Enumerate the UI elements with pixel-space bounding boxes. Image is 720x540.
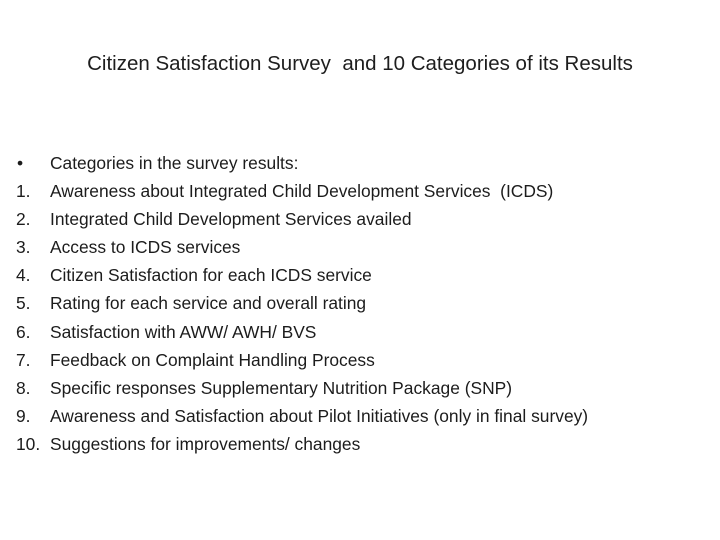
item-number: 3. (16, 237, 31, 258)
list-item: 3. Access to ICDS services (16, 233, 711, 261)
item-text: Specific responses Supplementary Nutriti… (50, 377, 513, 398)
list-item: 9. Awareness and Satisfaction about Pilo… (16, 402, 711, 430)
category-list: • Categories in the survey results: 1. A… (16, 149, 711, 458)
item-text: Satisfaction with AWW/ AWH/ BVS (50, 321, 317, 342)
item-text: Feedback on Complaint Handling Process (50, 349, 375, 370)
item-number: 6. (16, 321, 31, 342)
item-text: Rating for each service and overall rati… (50, 293, 367, 314)
item-text: Integrated Child Development Services av… (50, 209, 412, 230)
list-item: 10. Suggestions for improvements/ change… (16, 430, 711, 458)
intro-bullet: • Categories in the survey results: (16, 149, 711, 177)
item-number: 2. (16, 209, 31, 230)
list-item: 1. Awareness about Integrated Child Deve… (16, 177, 711, 205)
item-text: Awareness and Satisfaction about Pilot I… (50, 405, 589, 426)
list-item: 5. Rating for each service and overall r… (16, 289, 711, 317)
list-item: 2. Integrated Child Development Services… (16, 205, 711, 233)
list-item: 4. Citizen Satisfaction for each ICDS se… (16, 261, 711, 289)
item-number: 8. (16, 377, 31, 398)
list-item: 8. Specific responses Supplementary Nutr… (16, 374, 711, 402)
item-text: Suggestions for improvements/ changes (50, 433, 361, 454)
item-number: 10. (16, 433, 41, 454)
item-text: Awareness about Integrated Child Develop… (50, 181, 554, 202)
item-number: 4. (16, 265, 31, 286)
item-text: Citizen Satisfaction for each ICDS servi… (50, 265, 372, 286)
intro-text: Categories in the survey results: (50, 153, 299, 173)
item-text: Access to ICDS services (50, 237, 241, 258)
item-number: 7. (16, 349, 31, 370)
bullet-marker: • (17, 153, 24, 173)
item-number: 5. (16, 293, 31, 314)
list-item: 7. Feedback on Complaint Handling Proces… (16, 346, 711, 374)
item-number: 9. (16, 405, 31, 426)
slide-title: Citizen Satisfaction Survey and 10 Categ… (87, 52, 633, 75)
item-number: 1. (16, 181, 31, 202)
list-item: 6. Satisfaction with AWW/ AWH/ BVS (16, 318, 711, 346)
